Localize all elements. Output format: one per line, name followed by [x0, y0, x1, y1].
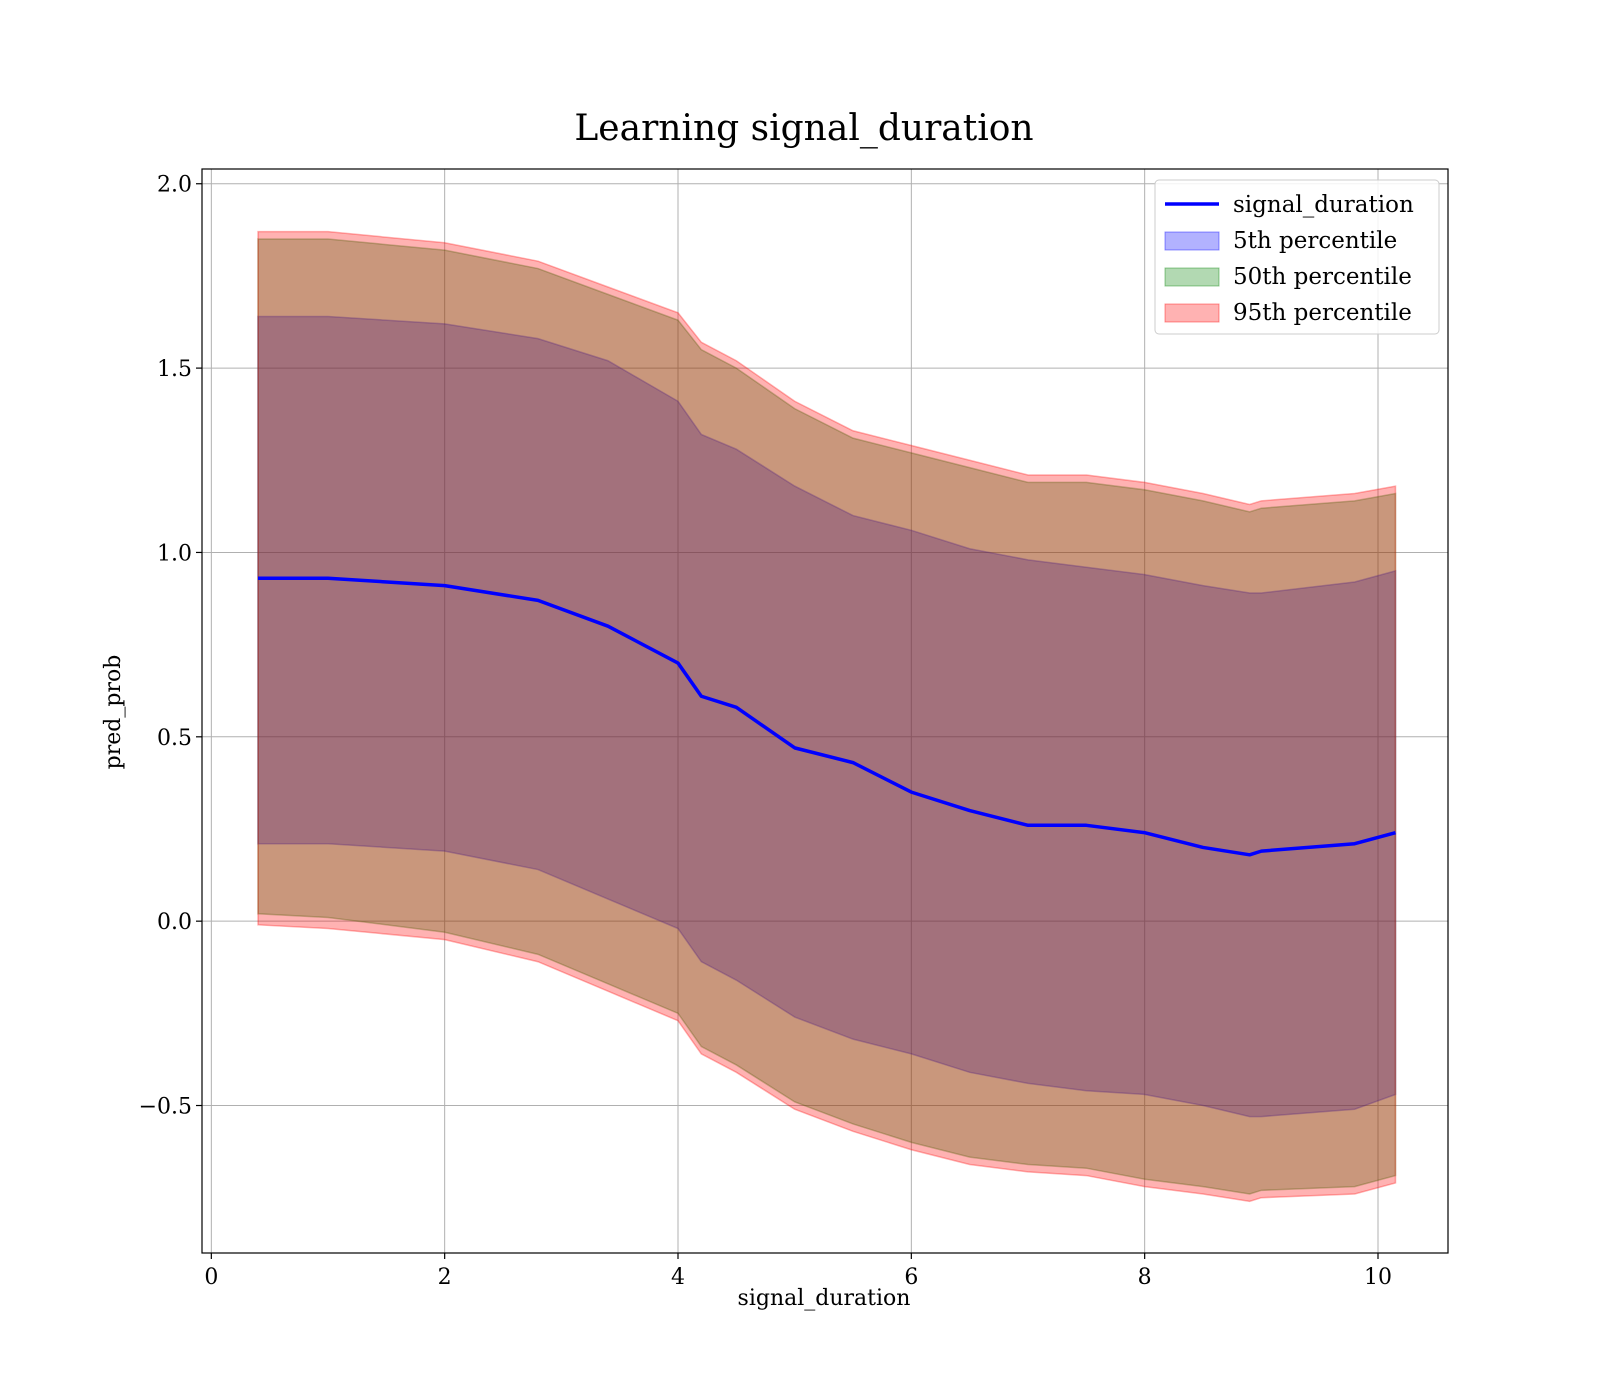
y-tick-label: 0.5: [157, 726, 192, 751]
x-tick-label: 4: [671, 1265, 685, 1290]
y-tick-label: −0.5: [139, 1095, 192, 1120]
x-tick-label: 2: [438, 1265, 452, 1290]
percentile-bands: [257, 230, 1397, 1203]
legend: signal_duration 5th percentile 50th percen…: [1154, 179, 1440, 335]
legend-swatch-5th-percentile: [1164, 231, 1220, 251]
axis-ticks: 0 2 4 6 8 10 −0.5 0.0 0.5 1.0 1.5 2.0: [139, 173, 1392, 1290]
legend-box: [1154, 179, 1440, 335]
band-5th-percentile: [257, 315, 1397, 1118]
line-signal-duration: [258, 576, 1396, 857]
x-tick-label: 8: [1138, 1265, 1152, 1290]
y-tick-label: 1.5: [157, 357, 192, 382]
band-50th-percentile: [257, 238, 1397, 1195]
x-tick-label: 6: [904, 1265, 918, 1290]
y-tick-label: 1.0: [157, 541, 192, 566]
chart-title: Learning signal_duration: [574, 108, 1033, 149]
legend-label-signal-duration: signal_duration: [1233, 192, 1414, 218]
x-axis-label: signal_duration: [738, 1286, 911, 1311]
grid-lines: [202, 169, 1448, 1253]
x-tick-label: 10: [1364, 1265, 1392, 1290]
legend-label-95th-percentile: 95th percentile: [1233, 300, 1412, 326]
plot-area-frame: [201, 168, 1449, 1254]
x-tick-label: 0: [204, 1265, 218, 1290]
band-95th-percentile: [257, 230, 1397, 1203]
legend-label-5th-percentile: 5th percentile: [1233, 228, 1397, 254]
signal-duration-line-layer: [258, 576, 1396, 857]
legend-swatch-95th-percentile: [1164, 303, 1220, 323]
y-axis-label: pred_prob: [101, 655, 126, 770]
y-tick-label: 0.0: [157, 910, 192, 935]
legend-label-50th-percentile: 50th percentile: [1233, 264, 1412, 290]
y-tick-label: 2.0: [157, 173, 192, 198]
legend-swatch-50th-percentile: [1164, 267, 1220, 287]
